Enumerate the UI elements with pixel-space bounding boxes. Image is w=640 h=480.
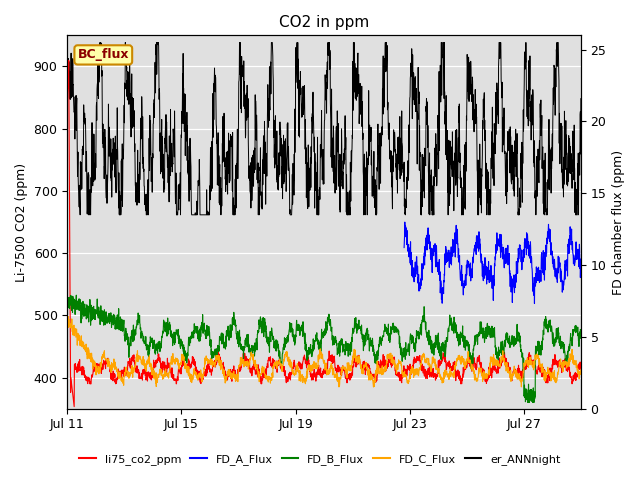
Legend: li75_co2_ppm, FD_A_Flux, FD_B_Flux, FD_C_Flux, er_ANNnight: li75_co2_ppm, FD_A_Flux, FD_B_Flux, FD_C… xyxy=(75,450,565,469)
Y-axis label: FD chamber flux (ppm): FD chamber flux (ppm) xyxy=(612,149,625,295)
Text: BC_flux: BC_flux xyxy=(77,48,129,61)
Y-axis label: Li-7500 CO2 (ppm): Li-7500 CO2 (ppm) xyxy=(15,162,28,282)
Title: CO2 in ppm: CO2 in ppm xyxy=(279,15,369,30)
